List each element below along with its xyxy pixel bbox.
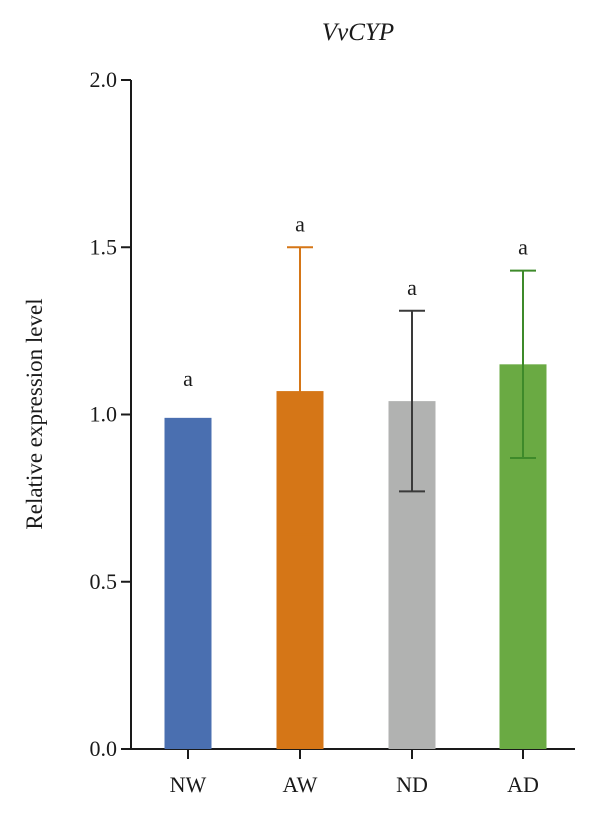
significance-label: a: [295, 211, 305, 236]
y-tick-label: 0.0: [90, 736, 118, 761]
y-axis-label: Relative expression level: [22, 298, 47, 529]
x-tick-label: NW: [170, 772, 207, 797]
significance-label: a: [183, 366, 193, 391]
y-tick-label: 1.0: [90, 402, 118, 427]
y-tick-label: 1.5: [90, 234, 118, 259]
x-tick-label: AW: [283, 772, 318, 797]
significance-label: a: [518, 235, 528, 260]
significance-label: a: [407, 275, 417, 300]
y-tick-label: 0.5: [90, 569, 118, 594]
bar: [164, 417, 212, 749]
x-tick-label: AD: [507, 772, 539, 797]
y-tick-label: 2.0: [90, 67, 118, 92]
axes: 0.0 0.5 1.0 1.5 2.0 NW AW ND AD: [90, 67, 575, 797]
x-tick-label: ND: [396, 772, 428, 797]
chart-title: VvCYP: [322, 19, 394, 46]
chart-marks: a a a a: [164, 211, 547, 749]
